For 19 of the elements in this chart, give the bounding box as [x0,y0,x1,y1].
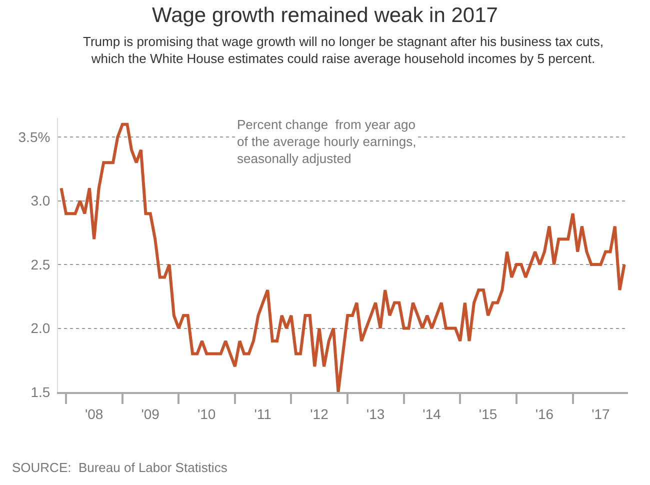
x-tick-label: '17 [592,406,610,422]
y-tick-label: 2.0 [30,320,50,336]
y-tick-label: 3.5% [18,129,50,146]
annotation: Percent change from year ago of the average hourly earnings, seasonally adjusted [237,117,416,166]
y-tick-label: 1.5 [30,384,50,400]
x-tick-label: '12 [310,406,329,422]
x-tick-label: '09 [141,406,160,422]
x-tick-label: '14 [422,406,442,422]
x-tick-label: '16 [535,406,554,422]
x-tick-label: '11 [254,406,272,422]
source-note: SOURCE: Bureau of Labor Statistics [12,460,228,475]
y-tick-label: 2.5 [30,256,50,272]
chart-title: Wage growth remained weak in 2017 [152,4,498,27]
x-tick-label: '13 [366,406,385,422]
x-tick-label: '08 [84,406,104,422]
x-tick-label: '10 [197,406,216,422]
y-tick-label: 3.0 [30,192,50,209]
x-tick-label: '15 [478,406,498,422]
chart-subtitle: Trump is promising that wage growth will no longer be stagnant after his business tax cuts, which the White House estimates could raise average household incomes by 5 percent. [83,34,604,66]
